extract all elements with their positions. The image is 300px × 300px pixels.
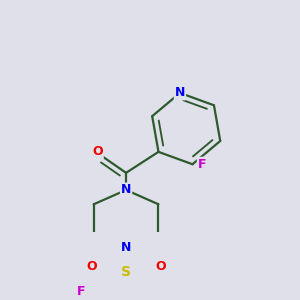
Text: S: S bbox=[121, 265, 131, 279]
Text: F: F bbox=[77, 286, 86, 298]
Text: N: N bbox=[121, 184, 131, 196]
Text: O: O bbox=[86, 260, 97, 273]
Text: N: N bbox=[175, 86, 185, 99]
Text: O: O bbox=[92, 146, 103, 158]
Text: O: O bbox=[155, 260, 166, 273]
Text: F: F bbox=[198, 158, 206, 171]
Text: N: N bbox=[121, 241, 131, 254]
